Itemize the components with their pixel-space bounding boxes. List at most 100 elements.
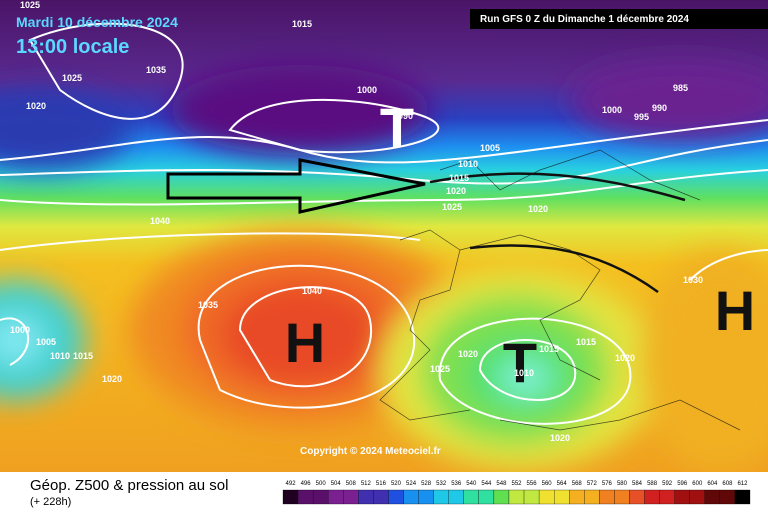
isobar-label: 1020 xyxy=(26,101,46,111)
front-line xyxy=(429,172,686,202)
scale-label: 504 xyxy=(331,481,342,487)
isobar-label: 1010 xyxy=(458,159,478,169)
isobar-label: 1000 xyxy=(10,325,30,335)
scale-swatch xyxy=(328,489,344,505)
scale-swatch xyxy=(493,489,510,505)
scale-swatch xyxy=(599,489,615,505)
scale-swatch xyxy=(569,489,585,505)
isobar-label: 1005 xyxy=(36,337,56,347)
scale-swatch xyxy=(448,489,464,505)
scale-swatch xyxy=(343,489,359,505)
scale-label: 520 xyxy=(391,481,402,487)
scale-label: 564 xyxy=(557,481,568,487)
scale-label: 552 xyxy=(511,481,522,487)
scale-swatch xyxy=(463,489,479,505)
isobar-label: 1020 xyxy=(102,374,122,384)
scale-swatch xyxy=(644,489,660,505)
isobar-label: 1020 xyxy=(458,349,478,359)
isobar-label: 1015 xyxy=(576,337,596,347)
scale-label: 540 xyxy=(466,481,477,487)
isobar-label: 1025 xyxy=(442,202,462,212)
isobar-label: 995 xyxy=(634,112,649,122)
trough-line xyxy=(469,244,659,294)
scale-swatch xyxy=(584,489,600,505)
scale-swatch xyxy=(282,489,299,505)
scale-swatch xyxy=(433,489,449,505)
copyright: Copyright © 2024 Meteociel.fr xyxy=(300,446,441,457)
scale-label: 612 xyxy=(737,481,748,487)
scale-label: 596 xyxy=(677,481,688,487)
pressure-center: T xyxy=(503,331,537,394)
scale-swatch xyxy=(508,489,525,505)
scale-label: 548 xyxy=(496,481,507,487)
scale-label: 524 xyxy=(406,481,417,487)
scale-swatch xyxy=(523,489,540,505)
isobar-label: 1025 xyxy=(62,73,82,83)
isobar-label: 985 xyxy=(673,83,688,93)
isobar-label: 1005 xyxy=(480,143,500,153)
scale-label: 528 xyxy=(421,481,432,487)
scale-swatch xyxy=(478,489,495,505)
scale-swatch xyxy=(312,489,329,505)
scale-label: 556 xyxy=(527,481,538,487)
scale-label: 600 xyxy=(692,481,703,487)
scale-label: 572 xyxy=(587,481,598,487)
pressure-center: H xyxy=(285,311,325,374)
isobars xyxy=(0,22,768,425)
scale-label: 508 xyxy=(346,481,357,487)
isobar-label: 1020 xyxy=(446,186,466,196)
footer-title: Géop. Z500 & pression au sol xyxy=(30,477,228,494)
isobar-label: 1020 xyxy=(528,204,548,214)
scale-swatch xyxy=(418,489,434,505)
isobar-label: 1025 xyxy=(20,0,40,10)
scale-swatch xyxy=(629,489,645,505)
isobar-label: 1035 xyxy=(198,300,218,310)
scale-swatch xyxy=(538,489,555,505)
scale-swatch xyxy=(554,489,570,505)
run-info: Run GFS 0 Z du Dimanche 1 décembre 2024 xyxy=(480,14,689,25)
isobar-label: 1020 xyxy=(550,433,570,443)
isobar-label: 1025 xyxy=(430,364,450,374)
scale-label: 492 xyxy=(286,481,297,487)
isobar-label: 1020 xyxy=(615,353,635,363)
scale-label: 576 xyxy=(602,481,613,487)
scale-label: 496 xyxy=(301,481,312,487)
scale-swatch xyxy=(659,489,675,505)
scale-label: 604 xyxy=(707,481,718,487)
scale-swatch xyxy=(358,489,374,505)
pressure-center: H xyxy=(715,279,755,342)
forecast-lead: (+ 228h) xyxy=(30,496,71,508)
scale-label: 512 xyxy=(361,481,372,487)
scale-swatch xyxy=(674,489,690,505)
scale-label: 568 xyxy=(572,481,583,487)
isobar-label: 1015 xyxy=(292,19,312,29)
scale-swatch xyxy=(689,489,705,505)
pressure-center: T xyxy=(380,96,414,159)
scale-label: 516 xyxy=(376,481,387,487)
isobar-label: 1015 xyxy=(449,173,469,183)
scale-label: 592 xyxy=(662,481,673,487)
scale-label: 560 xyxy=(542,481,553,487)
isobar-label: 1010 xyxy=(514,368,534,378)
scale-swatch xyxy=(719,489,736,505)
field-shading xyxy=(0,60,768,470)
date-label: Mardi 10 décembre 2024 xyxy=(16,14,178,30)
scale-swatch xyxy=(614,489,630,505)
scale-swatch xyxy=(297,489,314,505)
scale-swatch xyxy=(704,489,721,505)
time-label: 13:00 locale xyxy=(16,36,129,58)
isobar-label: 990 xyxy=(652,103,667,113)
isobar-label: 1015 xyxy=(73,351,93,361)
isobar-label: 1000 xyxy=(357,85,377,95)
coastlines xyxy=(379,149,741,431)
isobar-label: 1010 xyxy=(50,351,70,361)
scale-swatch xyxy=(388,489,404,505)
isobar-label: 1015 xyxy=(539,344,559,354)
isobar-label: 1035 xyxy=(146,65,166,75)
isobar-label: 1030 xyxy=(683,275,703,285)
flow-arrow xyxy=(166,158,426,214)
scale-label: 500 xyxy=(316,481,327,487)
isobar-label: 1040 xyxy=(150,216,170,226)
scale-label: 544 xyxy=(481,481,492,487)
